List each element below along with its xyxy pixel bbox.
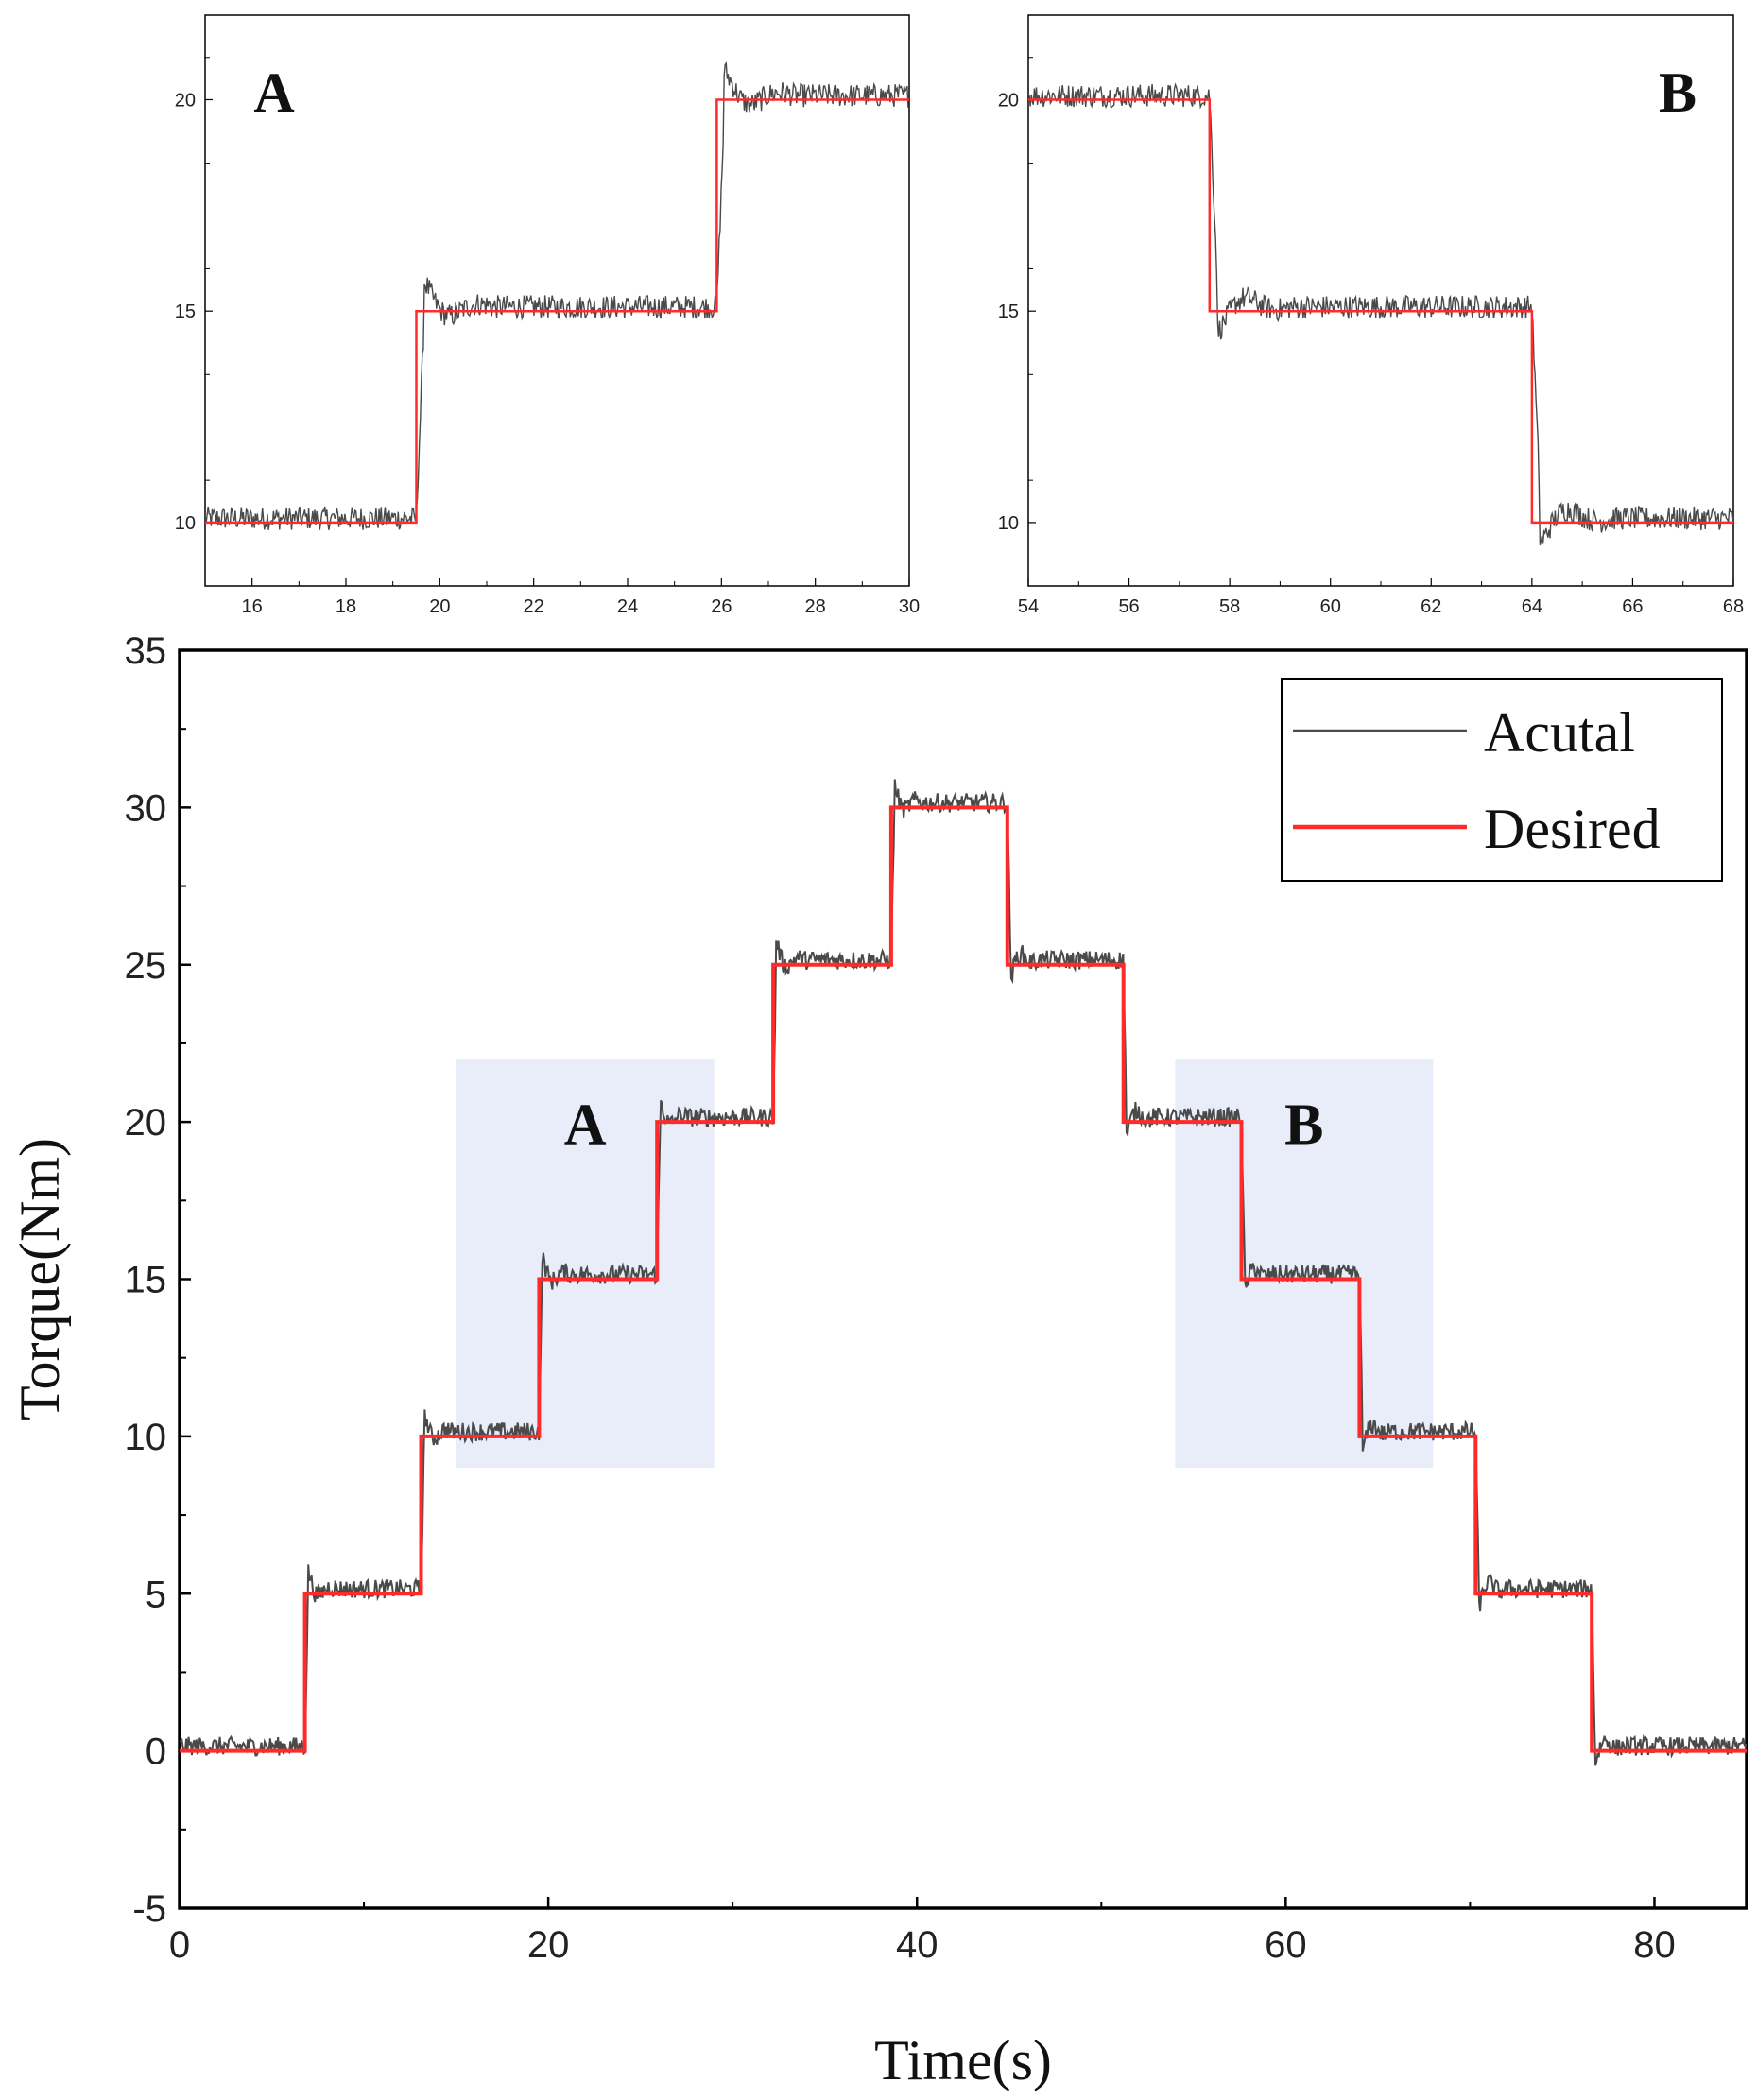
y-tick-label: 25 — [125, 945, 167, 987]
series-actual-line — [180, 779, 1747, 1766]
y-tick-label: 35 — [125, 630, 167, 672]
highlight-label-A: A — [564, 1093, 607, 1157]
chart-inset-a: 16 18 20 22 24 26 28 30 10 15 20 A — [175, 14, 920, 617]
y-axis-title: Torque(Nm) — [9, 1138, 71, 1420]
x-tick-label: 26 — [711, 596, 732, 617]
highlight-region-B — [1175, 1059, 1434, 1469]
x-tick-label: 58 — [1219, 596, 1240, 617]
chart-inset-b: 54 56 58 60 62 64 66 68 10 15 20 B — [998, 14, 1744, 617]
x-tick-label: 64 — [1522, 596, 1542, 617]
y-tick-label: 5 — [146, 1574, 166, 1615]
x-tick-label: 68 — [1723, 596, 1744, 617]
x-tick-label: 20 — [429, 596, 450, 617]
legend-box — [1281, 678, 1723, 882]
chart-main: A B0 20 40 60 80-505101520253035Time(s)Torque… — [9, 630, 1748, 2091]
x-tick-label: 22 — [524, 596, 544, 617]
series-desired-line — [205, 98, 909, 525]
panel-label-A: A — [253, 61, 294, 124]
x-tick-label: 28 — [805, 596, 826, 617]
x-tick-label: 0 — [169, 1924, 190, 1966]
x-tick-label: 54 — [1018, 596, 1039, 617]
y-tick-label: -5 — [132, 1888, 166, 1930]
axes-frame — [204, 14, 910, 587]
x-tick-label: 66 — [1622, 596, 1643, 617]
highlight-region-A — [456, 1059, 715, 1469]
x-tick-label: 56 — [1118, 596, 1139, 617]
y-tick-label: 10 — [998, 513, 1019, 534]
legend-label-desired: Desired — [1484, 798, 1661, 860]
y-tick-label: 10 — [175, 513, 196, 534]
y-tick-label: 15 — [125, 1260, 167, 1301]
x-tick-label: 62 — [1421, 596, 1441, 617]
x-tick-label: 60 — [1320, 596, 1341, 617]
highlight-label-B: B — [1284, 1093, 1323, 1157]
x-tick-label: 80 — [1633, 1924, 1676, 1966]
panel-label-B: B — [1659, 61, 1697, 124]
x-tick-label: 20 — [527, 1924, 570, 1966]
x-tick-label: 24 — [617, 596, 638, 617]
y-tick-label: 20 — [125, 1102, 167, 1144]
series-actual-line — [205, 61, 909, 530]
x-tick-label: 40 — [896, 1924, 939, 1966]
y-tick-label: 20 — [998, 90, 1019, 111]
legend: Acutal Desired — [1281, 678, 1723, 882]
x-tick-label: 60 — [1265, 1924, 1307, 1966]
x-tick-label: 16 — [242, 596, 263, 617]
series-desired-line — [180, 805, 1747, 1753]
y-tick-label: 10 — [125, 1417, 167, 1458]
y-tick-label: 15 — [175, 301, 196, 322]
y-tick-label: 20 — [175, 90, 196, 111]
x-tick-label: 18 — [336, 596, 356, 617]
x-axis-title: Time(s) — [874, 2029, 1052, 2091]
x-tick-label: 30 — [899, 596, 920, 617]
y-tick-label: 30 — [125, 787, 167, 829]
legend-label-acutal: Acutal — [1484, 701, 1635, 764]
series-actual-line — [1028, 82, 1733, 545]
y-tick-label: 0 — [146, 1731, 166, 1773]
series-desired-line — [1028, 98, 1733, 525]
y-tick-label: 15 — [998, 301, 1019, 322]
